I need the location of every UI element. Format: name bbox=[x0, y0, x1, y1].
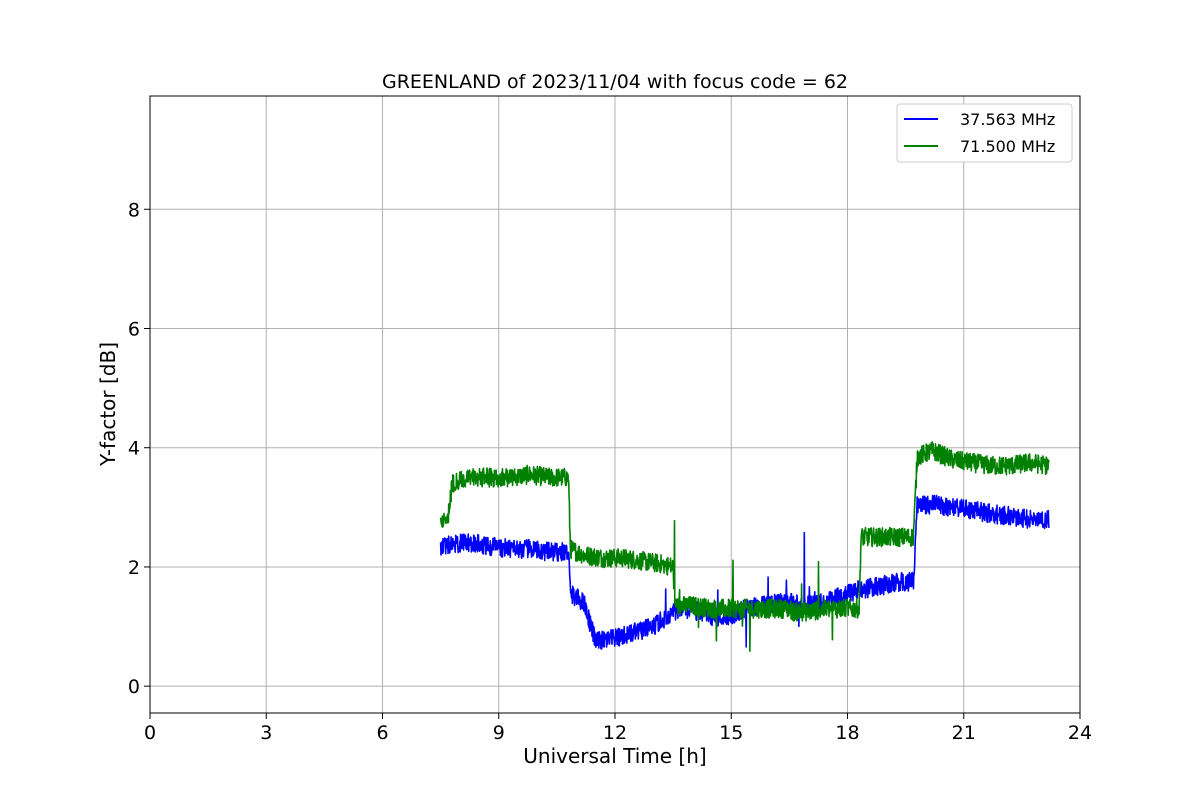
x-tick-label: 15 bbox=[719, 722, 743, 744]
y-axis-label: Y-factor [dB] bbox=[96, 342, 120, 467]
y-tick-label: 0 bbox=[128, 676, 140, 698]
y-tick-label: 2 bbox=[128, 557, 140, 579]
legend-box bbox=[896, 103, 1073, 163]
x-tick-label: 6 bbox=[376, 722, 388, 744]
y-axis: 0 2 4 6 8 bbox=[128, 199, 150, 698]
x-tick-label: 12 bbox=[603, 722, 627, 744]
x-tick-label: 24 bbox=[1068, 722, 1092, 744]
x-axis-label: Universal Time [h] bbox=[523, 744, 706, 768]
plot-series bbox=[439, 441, 1050, 652]
chart-title: GREENLAND of 2023/11/04 with focus code … bbox=[382, 71, 848, 93]
legend: 37.563 MHz 71.500 MHz bbox=[896, 103, 1073, 163]
series-line-1 bbox=[439, 441, 1050, 652]
legend-label-71500: 71.500 MHz bbox=[960, 137, 1055, 156]
y-tick-label: 4 bbox=[128, 438, 140, 460]
x-tick-label: 21 bbox=[952, 722, 976, 744]
y-tick-label: 8 bbox=[128, 199, 140, 221]
x-tick-label: 9 bbox=[493, 722, 505, 744]
legend-label-37563: 37.563 MHz bbox=[960, 110, 1055, 129]
x-tick-label: 3 bbox=[260, 722, 272, 744]
x-tick-label: 18 bbox=[835, 722, 859, 744]
y-tick-label: 6 bbox=[128, 318, 140, 340]
x-axis: 0 3 6 9 12 15 18 21 24 bbox=[144, 713, 1092, 744]
x-tick-label: 0 bbox=[144, 722, 156, 744]
